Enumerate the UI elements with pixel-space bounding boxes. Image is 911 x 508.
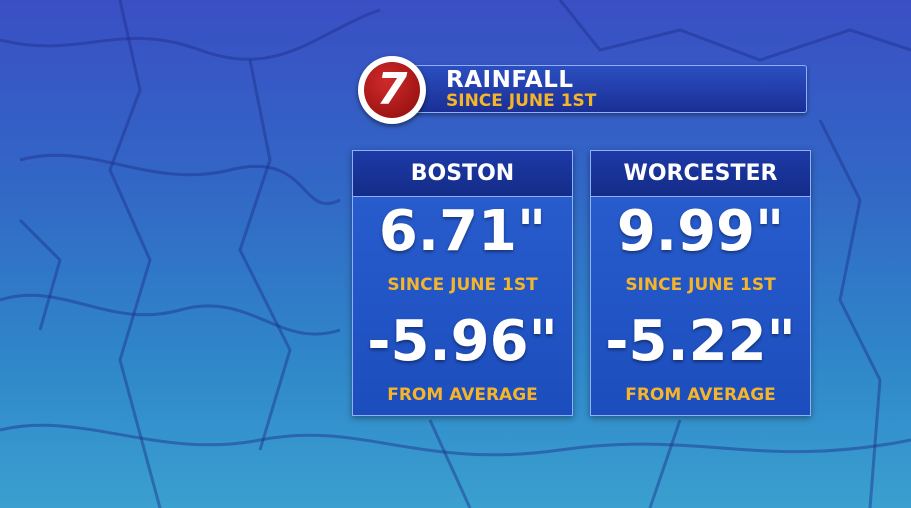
- logo: 7: [358, 56, 426, 124]
- city-name: BOSTON: [353, 151, 572, 197]
- city-name: WORCESTER: [591, 151, 810, 197]
- logo-number: 7: [364, 62, 420, 118]
- departure-label: FROM AVERAGE: [625, 385, 776, 405]
- total-label: SINCE JUNE 1ST: [625, 275, 776, 295]
- departure: -5.22": [605, 309, 796, 374]
- total-label: SINCE JUNE 1ST: [387, 275, 538, 295]
- rain-total: 9.99": [616, 199, 785, 264]
- city-card: BOSTON 6.71" SINCE JUNE 1ST -5.96" FROM …: [352, 150, 573, 416]
- title-bar: RAINFALL SINCE JUNE 1ST: [395, 65, 807, 113]
- departure: -5.96": [367, 309, 558, 374]
- city-card: WORCESTER 9.99" SINCE JUNE 1ST -5.22" FR…: [590, 150, 811, 416]
- departure-label: FROM AVERAGE: [387, 385, 538, 405]
- title: RAINFALL: [446, 67, 574, 93]
- subtitle: SINCE JUNE 1ST: [446, 91, 597, 111]
- rain-total: 6.71": [378, 199, 547, 264]
